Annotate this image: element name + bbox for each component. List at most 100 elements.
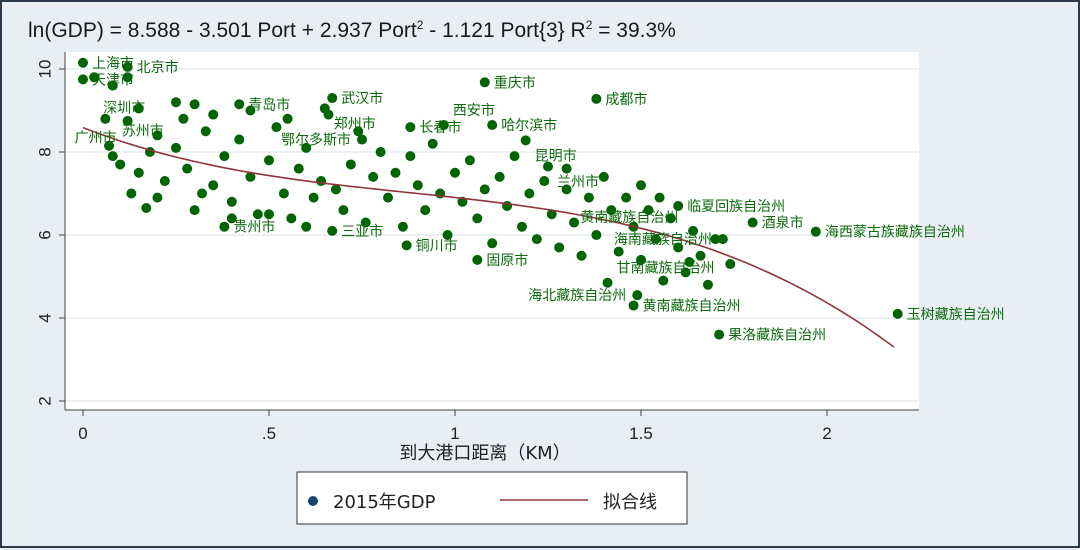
data-point xyxy=(152,130,163,141)
point-label: 青岛市 xyxy=(248,96,290,113)
point-label: 苏州市 xyxy=(122,123,164,140)
point-label: 重庆市 xyxy=(494,74,536,91)
data-point xyxy=(636,180,646,191)
title-exponent: 2 xyxy=(416,18,424,32)
data-point xyxy=(78,57,88,68)
point-label: 海北藏族自治州 xyxy=(528,288,626,304)
data-point xyxy=(397,221,408,232)
point-label: 黄南藏族自治州 xyxy=(643,298,741,315)
data-point xyxy=(628,300,639,311)
data-point xyxy=(219,151,230,162)
data-point xyxy=(702,279,713,290)
data-point xyxy=(219,221,230,232)
point-label: 固原市 xyxy=(486,252,528,269)
data-point xyxy=(78,74,88,85)
data-point xyxy=(710,234,721,245)
gridlines xyxy=(65,68,919,402)
point-label: 郑州市 xyxy=(334,115,376,132)
chart-title: ln(GDP) = 8.588 - 3.501 Port + 2.937 Por… xyxy=(28,18,676,43)
data-point xyxy=(316,176,327,187)
data-point xyxy=(133,103,144,114)
data-point xyxy=(141,203,152,214)
data-point xyxy=(420,205,431,216)
data-point xyxy=(282,113,293,124)
data-point xyxy=(412,180,423,191)
data-point xyxy=(427,138,438,149)
y-tick-label: 8 xyxy=(35,147,54,156)
point-label: 果洛藏族自治州 xyxy=(728,328,826,344)
x-axis-title: 到大港口距离（KM） xyxy=(399,443,570,464)
data-point xyxy=(684,256,695,267)
title-r-exponent: 2 xyxy=(585,18,593,32)
data-point xyxy=(680,267,691,278)
data-point xyxy=(494,171,505,182)
point-label: 甘南藏族自治州 xyxy=(617,261,715,277)
title-lhs: ln(GDP) = 8.588 - 3.501 Port + 2.937 Por… xyxy=(28,19,417,42)
data-point xyxy=(464,155,475,166)
data-point xyxy=(472,213,483,224)
data-point xyxy=(539,176,550,187)
point-label: 海南藏族自治州 xyxy=(614,232,712,248)
data-point xyxy=(189,99,200,110)
legend: 2015年GDP 拟合线 xyxy=(296,471,688,525)
data-point xyxy=(479,184,490,195)
data-point xyxy=(520,135,531,146)
data-point xyxy=(133,167,144,178)
title-mid: - 1.121 Port{3} R xyxy=(423,19,586,42)
data-point xyxy=(107,151,118,162)
data-point xyxy=(717,234,728,245)
point-label: 上海市 xyxy=(92,55,134,72)
data-point xyxy=(345,159,356,170)
data-point xyxy=(286,213,297,224)
point-label: 鄂尔多斯市 xyxy=(281,132,351,149)
data-point xyxy=(301,142,312,153)
legend-label-gdp: 2015年GDP xyxy=(333,492,436,513)
data-point xyxy=(107,80,118,91)
point-label: 海西蒙古族藏族自治州 xyxy=(825,225,965,241)
data-point xyxy=(122,115,133,126)
data-point xyxy=(665,213,676,224)
data-point xyxy=(583,192,594,203)
data-point xyxy=(252,209,263,220)
data-point xyxy=(405,122,416,133)
legend-box xyxy=(296,471,688,525)
data-point xyxy=(208,109,219,120)
data-point xyxy=(245,105,256,116)
data-point xyxy=(323,109,334,120)
data-point xyxy=(390,167,401,178)
data-point xyxy=(509,151,520,162)
point-label: 天津市 xyxy=(92,71,134,88)
data-point xyxy=(450,167,460,178)
data-point xyxy=(264,155,274,166)
point-label: 贵州市 xyxy=(233,219,275,236)
data-point xyxy=(554,242,565,253)
data-point xyxy=(368,171,379,182)
data-point xyxy=(159,176,170,187)
data-point xyxy=(271,122,282,133)
data-point xyxy=(308,192,319,203)
point-label: 酒泉市 xyxy=(762,215,804,232)
data-point xyxy=(182,163,193,174)
data-point xyxy=(208,180,219,191)
data-point xyxy=(100,113,111,124)
data-point xyxy=(353,126,364,137)
x-tick-label: 2 xyxy=(822,424,831,443)
data-point xyxy=(330,184,341,195)
data-point xyxy=(171,97,181,108)
data-point xyxy=(569,217,580,228)
data-point xyxy=(234,134,245,145)
data-point xyxy=(197,188,208,199)
point-label: 黄南藏族自治州 xyxy=(580,209,678,226)
point-label: 哈尔滨市 xyxy=(501,117,557,134)
data-point xyxy=(650,234,661,245)
y-tick-label: 2 xyxy=(35,396,54,405)
point-label: 玉树藏族自治州 xyxy=(907,307,1005,323)
data-point xyxy=(479,77,490,88)
point-label: 三亚市 xyxy=(341,223,383,240)
data-point xyxy=(810,226,821,237)
data-point xyxy=(226,213,237,224)
data-point xyxy=(531,234,542,245)
data-point xyxy=(357,134,367,145)
data-point xyxy=(438,120,449,131)
